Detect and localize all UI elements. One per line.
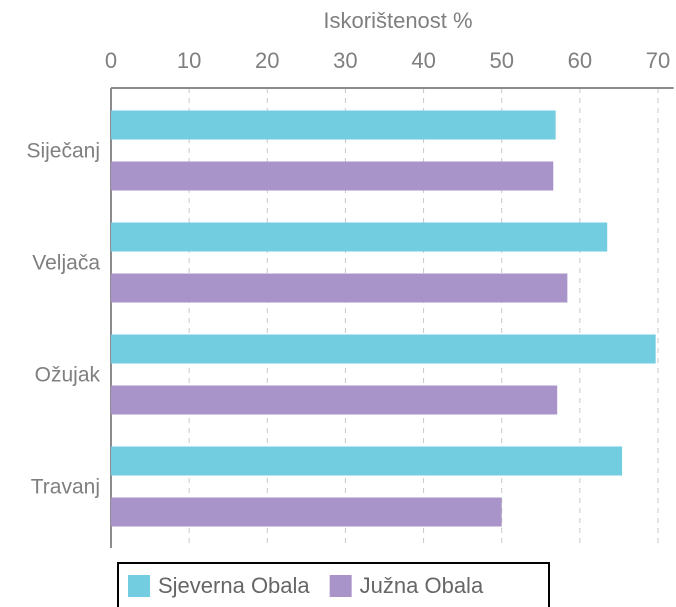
bar — [111, 161, 554, 191]
legend-label: Sjeverna Obala — [158, 573, 310, 598]
y-tick-label: Ožujak — [35, 364, 101, 387]
y-tick-label: Travanj — [31, 476, 100, 499]
legend: Sjeverna Obala Južna Obala — [117, 562, 550, 607]
bar — [111, 334, 656, 364]
bar — [111, 446, 623, 476]
bar — [111, 110, 556, 140]
x-tick-label: 60 — [568, 48, 592, 73]
bar — [111, 385, 558, 415]
x-axis-title: Iskorištenost % — [323, 8, 472, 33]
x-tick-label: 40 — [411, 48, 435, 73]
x-tick-label: 70 — [646, 48, 670, 73]
x-tick-label: 20 — [255, 48, 279, 73]
x-tick-label: 10 — [177, 48, 201, 73]
x-tick-label: 0 — [105, 48, 117, 73]
y-tick-label: Veljača — [32, 252, 100, 275]
bar — [111, 222, 608, 252]
bar — [111, 497, 502, 527]
bar — [111, 273, 568, 303]
legend-label: Južna Obala — [360, 573, 484, 598]
legend-swatch — [329, 575, 352, 597]
x-tick-label: 30 — [333, 48, 357, 73]
legend-swatch — [128, 575, 150, 597]
x-tick-label: 50 — [489, 48, 513, 73]
y-tick-label: Siječanj — [26, 140, 100, 163]
